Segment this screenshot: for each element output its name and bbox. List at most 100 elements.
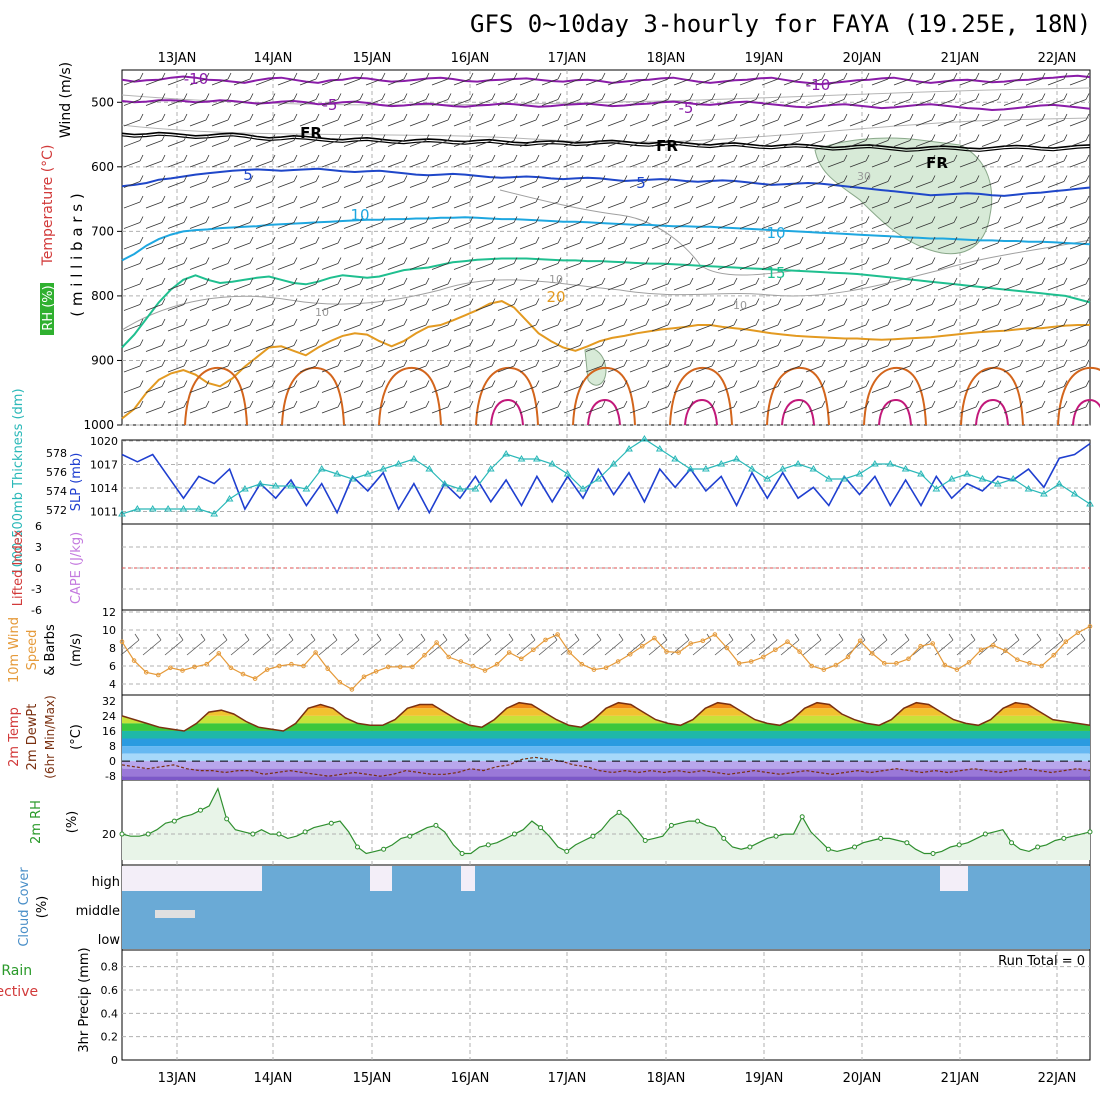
wind-barb: [849, 154, 870, 168]
wind-barb: [321, 72, 342, 86]
slp-tick-label: 1011: [90, 506, 118, 519]
wind-barb: [343, 216, 364, 229]
wind-barb: [651, 216, 672, 229]
wind-barb: [189, 359, 210, 373]
temperature-axis-label: Temperature (°C): [40, 145, 56, 267]
wind-barb: [893, 339, 914, 352]
wind-barb: [189, 298, 210, 311]
cloud-tick-label: low: [98, 933, 121, 948]
wind-barb: [937, 175, 958, 188]
wind-barb: [717, 195, 738, 209]
wind-barb: [1025, 359, 1046, 373]
date-tick-top: 21JAN: [941, 51, 980, 66]
wind-barb: [981, 380, 1002, 393]
wind-barb: [761, 257, 782, 270]
wind-barb: [827, 257, 848, 270]
wind-barb: [673, 400, 694, 414]
contour-label: 15: [766, 264, 785, 282]
wind-barb: [739, 175, 760, 188]
thickness-marker: [1055, 480, 1064, 487]
rh-marker: [642, 838, 648, 844]
wind-barb: [343, 113, 364, 127]
surface-wind-barb: [472, 633, 492, 656]
wind-barb: [1069, 298, 1090, 311]
wind-barb: [277, 195, 298, 209]
wind-barb: [321, 93, 342, 106]
date-tick-bottom: 17JAN: [548, 1071, 587, 1086]
wind-barb: [739, 72, 760, 86]
contour-label: FR: [300, 124, 322, 142]
wind-barb: [607, 195, 628, 209]
wind-barb: [937, 236, 958, 250]
wind-barb: [629, 236, 650, 250]
wind-barb: [409, 134, 430, 147]
precip-tick-label: 0.8: [101, 961, 119, 974]
wind-barb: [629, 380, 650, 393]
wind-barb: [849, 318, 870, 332]
wind-barb: [893, 298, 914, 311]
temp-contour-30: [1072, 398, 1100, 426]
wind-barb: [673, 93, 694, 106]
li-tick-label: 3: [35, 541, 42, 554]
wind-barb: [519, 72, 540, 86]
wind-barb: [189, 339, 210, 352]
wind-speed-marker: [857, 638, 863, 644]
wind-speed-marker: [204, 661, 209, 667]
wind-barb: [255, 113, 276, 127]
wind-barb: [673, 277, 694, 291]
wind-barb: [277, 175, 298, 188]
wind-barb: [277, 113, 298, 127]
wind-barb: [981, 359, 1002, 373]
run-total-text: Run Total = 0: [998, 954, 1085, 969]
surface-wind-barb: [802, 633, 822, 656]
wind-barb: [321, 277, 342, 291]
thickness-marker: [1024, 485, 1033, 492]
wind-barb: [651, 339, 672, 352]
wind-barb: [123, 154, 144, 168]
wind-barb: [761, 380, 782, 393]
wind-speed-marker: [990, 643, 996, 648]
wind-barb: [167, 72, 188, 86]
wind-barb: [805, 400, 826, 414]
panel-precip: [121, 949, 1091, 1061]
thickness-marker: [1040, 490, 1048, 497]
thickness-marker: [256, 480, 265, 487]
temp-contour-FR: [121, 131, 1091, 150]
wind-barb: [299, 72, 320, 86]
date-tick-bottom: 14JAN: [254, 1071, 293, 1086]
wind-barb: [365, 298, 386, 311]
wind-speed-marker: [809, 663, 815, 669]
wind-barb: [189, 216, 210, 229]
surface-wind-barb: [824, 633, 844, 656]
wind-speed-marker: [325, 666, 331, 672]
surface-wind-barb: [384, 633, 404, 656]
wind-barb: [519, 93, 540, 106]
wind-barb: [585, 380, 606, 393]
wind-barb: [1003, 216, 1024, 229]
wind-speed-marker: [506, 650, 512, 655]
wind-speed-marker: [398, 664, 403, 670]
surface-wind-barb: [362, 633, 382, 656]
wind-barb: [915, 154, 936, 168]
wind-barb: [453, 72, 474, 86]
wind-barb: [937, 72, 958, 86]
wind-barb: [1003, 154, 1024, 168]
surface-wind-barb: [1022, 633, 1042, 656]
wind-barb: [981, 93, 1002, 106]
li-tick-label: 0: [35, 562, 42, 575]
wind-barb: [541, 154, 562, 168]
wind-barb: [673, 380, 694, 393]
rh-marker: [616, 809, 622, 815]
wind-barb: [1025, 72, 1046, 86]
wind-barb: [431, 195, 452, 209]
wind-speed-marker: [688, 641, 694, 646]
wind-speed-marker: [349, 687, 355, 692]
rh-units-label: (%): [65, 811, 80, 834]
wind-barb: [893, 134, 914, 147]
wind-barb: [145, 216, 166, 229]
wind-barb: [167, 318, 188, 332]
wind-barb: [871, 236, 892, 250]
wind-barb: [233, 236, 254, 250]
wind-barb: [1069, 93, 1090, 106]
wind-barb: [739, 298, 760, 311]
